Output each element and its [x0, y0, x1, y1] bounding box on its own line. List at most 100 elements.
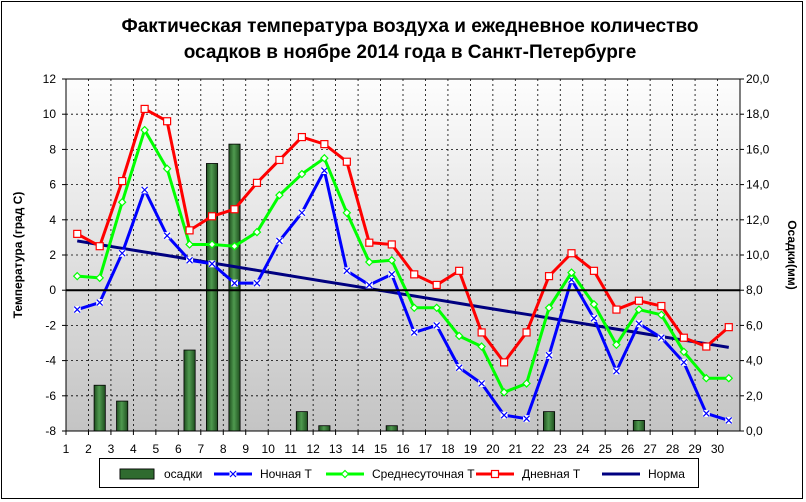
y2-tick-label: 10,0: [746, 248, 770, 262]
series-point: [432, 303, 442, 313]
series-point: [253, 279, 261, 287]
series-point: [141, 186, 149, 194]
series-point: [454, 331, 464, 341]
series-point: [432, 280, 441, 290]
series-point: [186, 256, 194, 264]
series-point: [567, 268, 576, 277]
series-point: [612, 367, 620, 375]
bar-osadki: [93, 384, 106, 432]
series-point: [545, 351, 553, 359]
series-point: [724, 373, 734, 383]
series-point: [72, 271, 82, 281]
legend-label: Норма: [648, 467, 685, 481]
series-point: [163, 232, 171, 240]
y-tick-label: 0: [49, 283, 56, 297]
x-tick-label: 25: [599, 442, 613, 456]
series-point: [500, 358, 509, 367]
series-point: [657, 310, 666, 320]
series-point: [634, 296, 644, 305]
series-point: [477, 328, 486, 337]
series-point: [657, 334, 665, 342]
x-tick-label: 22: [531, 442, 545, 456]
series-point: [679, 333, 688, 342]
bar-osadki: [206, 163, 219, 432]
y-tick-label: 8: [49, 142, 56, 156]
series-point: [320, 140, 329, 149]
x-tick-label: 27: [643, 442, 657, 456]
y-tick-label: -6: [45, 389, 56, 403]
y-tick-label: 10: [43, 107, 57, 121]
legend-marker: [490, 469, 500, 479]
x-tick-label: 16: [396, 442, 410, 456]
series-point: [275, 237, 283, 245]
x-tick-label: 20: [486, 442, 500, 456]
series-point: [544, 303, 554, 313]
bar-osadki: [632, 420, 645, 432]
series-point: [298, 209, 306, 217]
series-point: [477, 342, 486, 351]
x-tick-label: 6: [175, 442, 182, 456]
y-tick-label: 12: [43, 72, 57, 86]
series-point: [163, 117, 172, 126]
series-point: [657, 301, 666, 311]
y2-tick-label: 18,0: [746, 107, 770, 121]
x-tick-label: 30: [711, 442, 725, 456]
y2-tick-label: 16,0: [746, 142, 770, 156]
series-point: [207, 240, 217, 249]
series-point: [679, 347, 689, 357]
legend-label: осадки: [164, 467, 203, 481]
y2-axis-title: Осадки(мм): [785, 220, 799, 290]
x-tick-label: 9: [242, 442, 249, 456]
series-point: [208, 260, 216, 268]
series-point: [589, 299, 599, 309]
y2-tick-label: 0,0: [746, 424, 763, 438]
x-tick-label: 21: [509, 442, 523, 456]
series-point: [252, 227, 262, 237]
series-point: [724, 323, 733, 332]
series-point: [297, 132, 306, 142]
y2-tick-label: 8,0: [746, 283, 763, 297]
series-line: [76, 169, 730, 422]
legend-marker: [229, 470, 237, 478]
series-point: [455, 364, 463, 372]
series-point: [478, 379, 486, 387]
series-point: [589, 266, 599, 275]
series-point: [702, 342, 711, 351]
legend-label: Ночная Т: [260, 467, 312, 481]
legend-swatch: [326, 469, 364, 479]
legend-label: Среднесуточная Т: [372, 467, 475, 481]
series-point: [410, 328, 418, 336]
x-tick-label: 26: [621, 442, 635, 456]
series-point: [433, 321, 441, 329]
series-point: [231, 279, 238, 287]
x-tick-label: 13: [329, 442, 343, 456]
legend-swatch: [602, 472, 640, 476]
series-point: [162, 164, 172, 174]
series-point: [117, 197, 127, 207]
bar-osadki: [295, 411, 308, 432]
series-point: [252, 178, 262, 187]
series-point: [185, 240, 194, 249]
series-point: [343, 267, 351, 275]
x-tick-label: 18: [441, 442, 455, 456]
y2-tick-label: 6,0: [746, 318, 763, 332]
series-point: [275, 155, 284, 165]
bar-osadki: [318, 425, 331, 432]
y-tick-label: 2: [49, 248, 56, 262]
chart-title: Фактическая температура воздуха и ежедне…: [60, 14, 760, 66]
x-tick-label: 4: [130, 442, 137, 456]
y2-tick-label: 2,0: [746, 389, 763, 403]
x-tick-label: 8: [220, 442, 227, 456]
y2-tick-label: 12,0: [746, 213, 770, 227]
series-point: [410, 270, 419, 279]
series-point: [118, 249, 126, 257]
y2-tick-label: 4,0: [746, 354, 763, 368]
series-point: [387, 255, 397, 265]
series-point: [365, 238, 374, 247]
x-tick-label: 12: [306, 442, 320, 456]
bar-osadki: [183, 349, 196, 432]
series-point: [499, 387, 509, 397]
series-point: [297, 169, 307, 179]
